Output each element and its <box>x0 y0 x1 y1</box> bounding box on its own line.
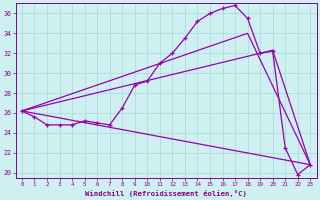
X-axis label: Windchill (Refroidissement éolien,°C): Windchill (Refroidissement éolien,°C) <box>85 190 247 197</box>
